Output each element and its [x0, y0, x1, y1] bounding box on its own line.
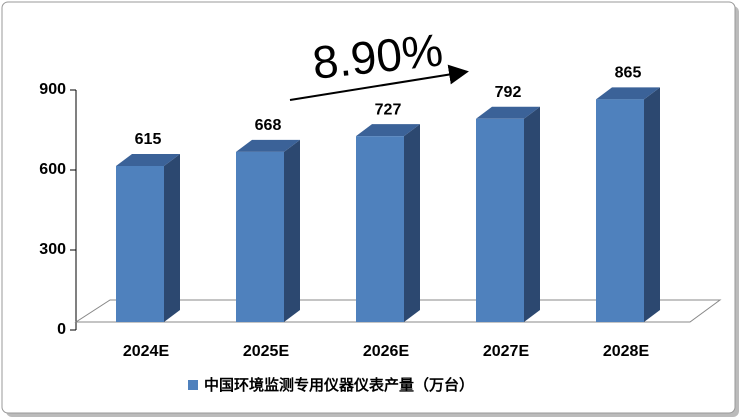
bar	[116, 166, 164, 322]
bar-side	[284, 139, 300, 322]
data-label: 668	[255, 117, 282, 134]
growth-arrow	[289, 64, 469, 101]
data-label: 615	[135, 131, 162, 148]
bar-top	[116, 154, 180, 166]
bar-top	[596, 87, 660, 100]
bar-side	[524, 106, 540, 322]
bar	[476, 118, 524, 322]
y-tick-label: 300	[39, 241, 66, 258]
x-tick-label: 2025E	[243, 343, 290, 360]
bar	[236, 151, 284, 322]
bar-side	[404, 124, 420, 322]
x-tick-label: 2027E	[483, 343, 530, 360]
y-tick-label: 0	[57, 321, 66, 338]
bar-top	[476, 106, 540, 119]
bar-side	[164, 154, 180, 322]
legend-swatch	[188, 380, 198, 390]
bar	[596, 99, 644, 322]
legend-label: 中国环境监测专用仪器仪表产量（万台）	[204, 376, 474, 394]
y-tick-label: 600	[39, 161, 66, 178]
bar-top	[356, 124, 420, 137]
x-tick-label: 2024E	[123, 343, 170, 360]
bar-side	[644, 87, 660, 322]
bar	[356, 136, 404, 322]
data-label: 727	[375, 101, 402, 118]
x-tick-label: 2026E	[363, 343, 410, 360]
data-label: 792	[495, 84, 522, 101]
data-label: 865	[615, 65, 642, 82]
x-tick-label: 2028E	[603, 343, 650, 360]
bar-top	[236, 139, 300, 152]
y-tick-label: 900	[39, 81, 66, 98]
